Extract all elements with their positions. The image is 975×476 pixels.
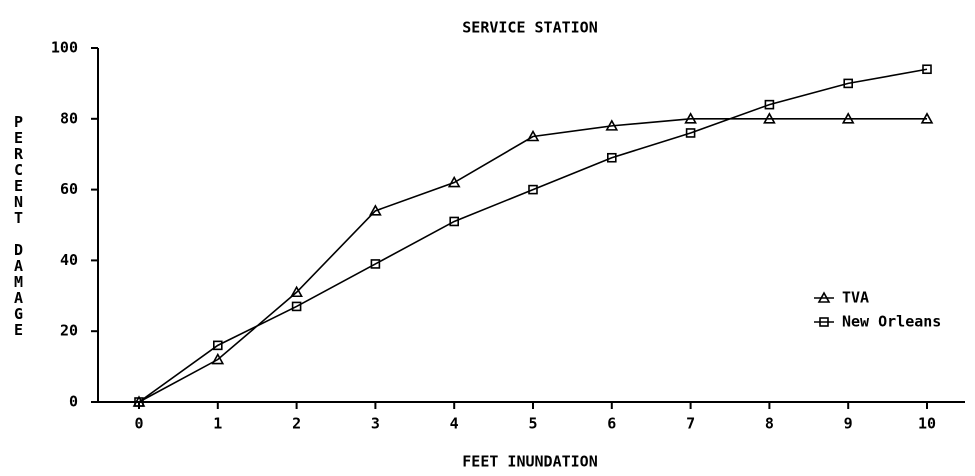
data-point: [370, 259, 381, 269]
data-point: [684, 112, 697, 124]
data-point: [605, 119, 619, 131]
y-tick-label: 80: [60, 109, 78, 127]
x-tick-label: 8: [765, 415, 774, 433]
data-point: [526, 129, 540, 142]
x-tick-label: 4: [450, 415, 459, 433]
y-tick-label: 40: [60, 251, 78, 269]
data-point: [134, 397, 144, 407]
data-point: [290, 285, 303, 298]
legend-marker: [817, 291, 831, 303]
data-point: [291, 301, 302, 312]
x-tick-label: 7: [686, 415, 695, 433]
data-point: [369, 204, 382, 216]
x-tick-label: 5: [528, 415, 537, 433]
data-point: [213, 340, 223, 351]
data-point: [449, 216, 460, 227]
data-point: [528, 184, 538, 195]
data-point: [843, 78, 854, 89]
x-axis-label: FEET INUNDATION: [462, 453, 597, 471]
data-point: [447, 175, 461, 188]
x-tick-label: 0: [134, 415, 143, 433]
y-tick-label: 60: [60, 180, 78, 198]
chart-title: SERVICE STATION: [462, 19, 597, 37]
x-tick-label: 6: [607, 415, 616, 433]
y-tick-label: 100: [51, 39, 78, 57]
data-point: [920, 112, 934, 124]
data-point: [606, 152, 617, 163]
y-axis-label: PERCENT DAMAGE: [10, 113, 28, 337]
data-point: [764, 99, 775, 110]
x-tick-label: 3: [371, 415, 380, 433]
legend-marker: [819, 317, 829, 327]
y-tick-label: 0: [69, 393, 78, 411]
x-tick-label: 9: [844, 415, 853, 433]
data-point: [922, 64, 932, 75]
data-point: [685, 128, 696, 138]
series-line: [138, 118, 927, 403]
data-point: [763, 112, 776, 124]
legend-label: TVA: [842, 289, 869, 307]
legend-label: New Orleans: [842, 313, 941, 331]
data-point: [841, 112, 855, 124]
y-tick-label: 20: [60, 322, 78, 340]
data-point: [211, 352, 225, 365]
series-line: [138, 68, 928, 403]
x-tick-label: 10: [918, 415, 936, 433]
x-tick-label: 1: [213, 415, 222, 433]
x-tick-label: 2: [292, 415, 301, 433]
